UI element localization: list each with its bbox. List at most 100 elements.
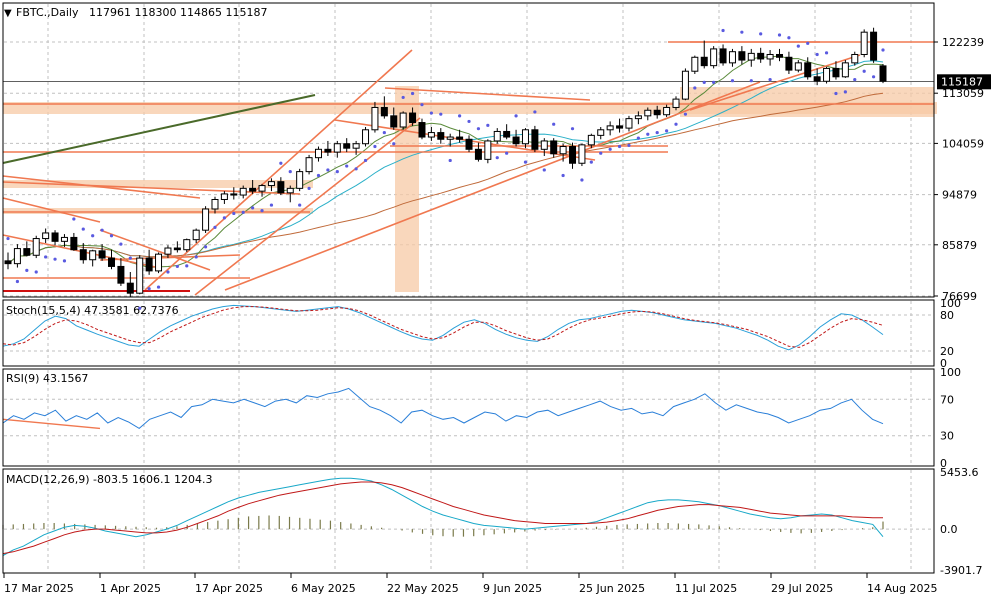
candle-bear[interactable] (813, 76, 821, 82)
candle-bear[interactable] (23, 248, 31, 256)
candle-bear[interactable] (418, 122, 426, 138)
candle-bull[interactable] (484, 140, 492, 160)
candlesticks[interactable] (4, 27, 887, 298)
candle-bull[interactable] (314, 148, 322, 159)
candle-bear[interactable] (409, 112, 417, 124)
candle-bear[interactable] (879, 65, 887, 82)
candle-bull[interactable] (192, 229, 200, 241)
candle-bull[interactable] (578, 144, 586, 164)
candle-bear[interactable] (785, 56, 793, 71)
candle-bear[interactable] (832, 67, 840, 78)
candle-bull[interactable] (625, 118, 633, 129)
candle-bull[interactable] (352, 143, 360, 149)
candle-bear[interactable] (757, 52, 765, 60)
candle-bear[interactable] (117, 265, 125, 284)
long-term-trendline[interactable] (2, 94, 316, 164)
candle-bear[interactable] (550, 140, 558, 155)
candle-bear[interactable] (126, 282, 134, 294)
candle-bull[interactable] (794, 62, 802, 71)
candle-bull[interactable] (267, 181, 275, 187)
candle-bear[interactable] (173, 247, 181, 251)
candle-bull[interactable] (164, 247, 172, 255)
trendline[interactable] (2, 175, 201, 199)
candle-bull[interactable] (644, 109, 652, 117)
trendline[interactable] (99, 229, 211, 271)
candle-bull[interactable] (89, 250, 97, 261)
candle-bear[interactable] (230, 193, 238, 196)
trendline[interactable] (2, 197, 101, 223)
candle-bear[interactable] (503, 130, 511, 138)
candle-bull[interactable] (286, 187, 294, 194)
candle-bear[interactable] (277, 181, 285, 194)
candle-bull[interactable] (183, 239, 191, 251)
candle-bull[interactable] (663, 106, 671, 116)
trendline[interactable] (2, 181, 301, 195)
candle-bull[interactable] (691, 56, 699, 72)
candle-bull[interactable] (427, 132, 435, 138)
candle-bull[interactable] (841, 62, 849, 78)
candle-bear[interactable] (4, 260, 12, 265)
candle-bull[interactable] (672, 98, 680, 108)
candle-bull[interactable] (60, 236, 68, 242)
candle-bear[interactable] (531, 129, 539, 150)
candle-bear[interactable] (70, 236, 78, 251)
candle-bear[interactable] (98, 250, 106, 259)
candle-bull[interactable] (606, 125, 614, 131)
candle-bull[interactable] (42, 232, 50, 240)
candle-bull[interactable] (155, 253, 163, 272)
trendline[interactable] (144, 49, 413, 291)
candle-bear[interactable] (465, 138, 473, 150)
candle-bear[interactable] (653, 109, 661, 116)
candle-bear[interactable] (512, 136, 520, 145)
candle-bull[interactable] (747, 52, 755, 61)
rsi-trendline[interactable] (2, 418, 101, 430)
candle-bear[interactable] (804, 62, 812, 78)
candle-bull[interactable] (32, 238, 40, 256)
candle-bull[interactable] (493, 130, 501, 142)
candle-bull[interactable] (559, 146, 567, 155)
candle-bear[interactable] (719, 48, 727, 64)
candle-bull[interactable] (597, 129, 605, 136)
trendline[interactable] (99, 254, 241, 261)
trendline[interactable] (194, 117, 421, 296)
candle-bear[interactable] (870, 31, 878, 61)
candle-bull[interactable] (371, 106, 379, 131)
candle-bull[interactable] (681, 70, 689, 100)
candle-bear[interactable] (145, 257, 153, 272)
candle-bull[interactable] (333, 143, 341, 153)
candle-bull[interactable] (239, 187, 247, 196)
candle-bull[interactable] (258, 185, 266, 192)
candle-bear[interactable] (738, 51, 746, 61)
candle-bull[interactable] (211, 199, 219, 210)
candle-bull[interactable] (362, 129, 370, 145)
candle-bear[interactable] (437, 132, 445, 140)
trendline[interactable] (224, 81, 761, 291)
candle-bull[interactable] (860, 31, 868, 55)
candle-bear[interactable] (107, 257, 115, 267)
candle-bear[interactable] (343, 143, 351, 149)
candle-bear[interactable] (569, 146, 577, 164)
candle-bear[interactable] (324, 148, 332, 153)
candle-bull[interactable] (823, 67, 831, 82)
candle-bull[interactable] (446, 136, 454, 140)
candle-bull[interactable] (728, 51, 736, 64)
candle-bear[interactable] (79, 249, 87, 261)
candle-bull[interactable] (296, 171, 304, 189)
candle-bull[interactable] (399, 112, 407, 128)
trendline[interactable] (384, 87, 591, 101)
candle-bull[interactable] (766, 53, 774, 60)
candle-bear[interactable] (456, 136, 464, 140)
candle-bull[interactable] (220, 193, 228, 201)
candle-bull[interactable] (202, 208, 210, 231)
candle-bear[interactable] (776, 53, 784, 58)
trendline[interactable] (689, 54, 861, 111)
candle-bull[interactable] (521, 129, 529, 145)
candle-bull[interactable] (540, 140, 548, 150)
candle-bull[interactable] (587, 134, 595, 146)
candle-bull[interactable] (136, 257, 144, 294)
candle-bear[interactable] (51, 232, 59, 242)
candle-bull[interactable] (710, 48, 718, 67)
candle-bear[interactable] (616, 125, 624, 129)
